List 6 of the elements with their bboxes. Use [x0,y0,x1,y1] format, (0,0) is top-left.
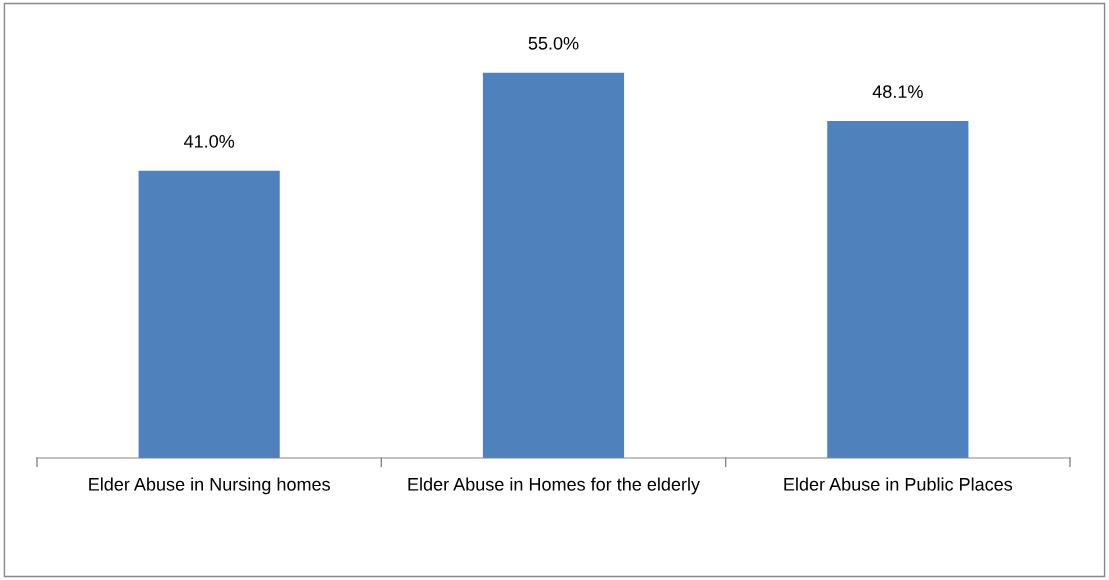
x-tick-label: Elder Abuse in Nursing homes [89,477,330,495]
data-label: 41.0% [183,134,235,148]
data-label: 48.1% [872,85,923,99]
x-tick-label: Elder Abuse in Public Places [784,477,1013,491]
data-label: 55.0% [528,36,579,50]
x-tick-label: Elder Abuse in Homes for the elderly [408,477,700,495]
